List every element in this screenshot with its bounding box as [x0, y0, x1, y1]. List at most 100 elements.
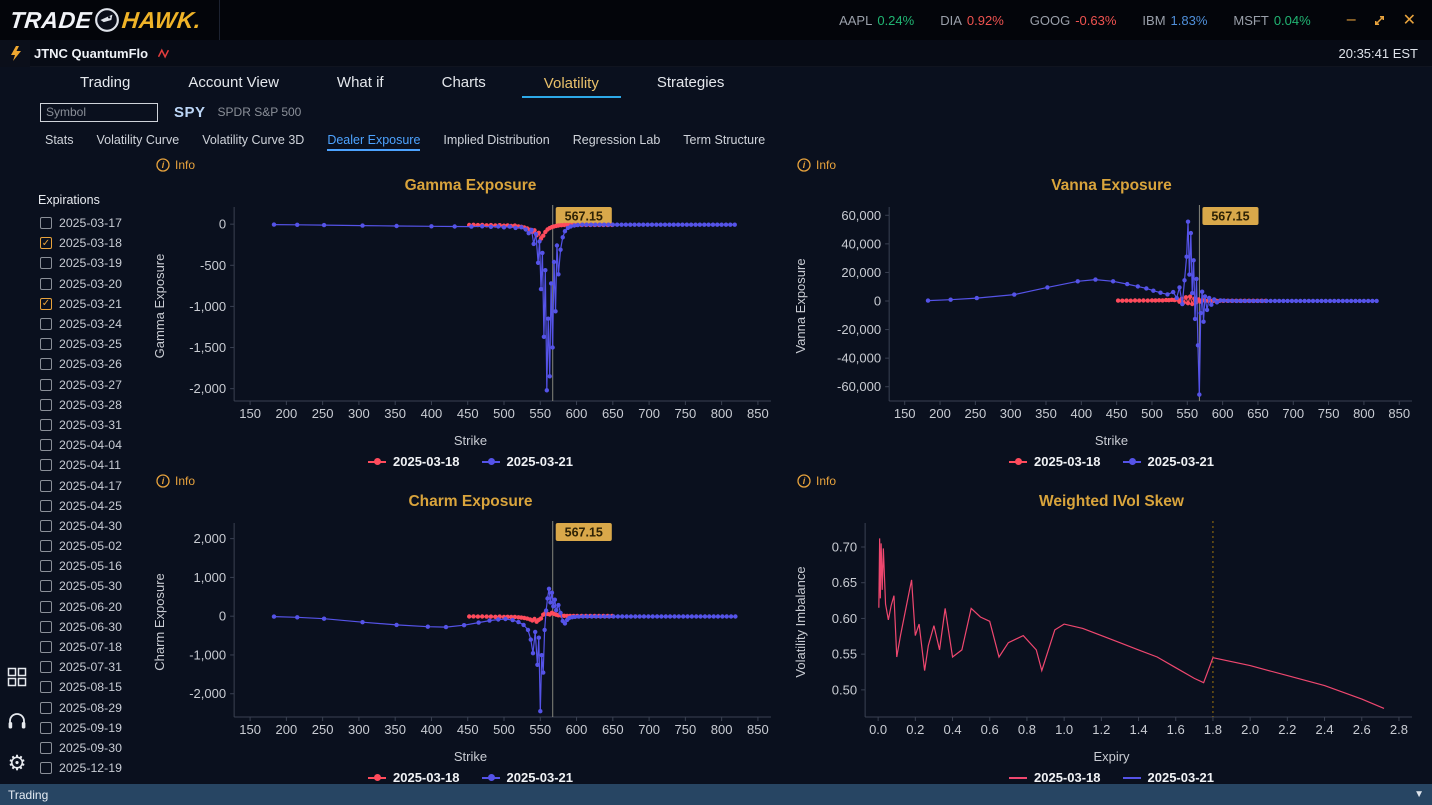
restore-icon[interactable] [1372, 13, 1387, 28]
info-button[interactable]: i Info [797, 472, 836, 490]
expiration-checkbox[interactable] [40, 318, 52, 331]
expiration-checkbox[interactable] [40, 560, 52, 573]
expiration-row-2025-03-25[interactable]: 2025-03-25 [34, 334, 150, 354]
expiration-date-label: 2025-05-02 [59, 539, 122, 554]
subtab-regression-lab[interactable]: Regression Lab [572, 133, 661, 147]
expiration-row-2025-05-30[interactable]: 2025-05-30 [34, 576, 150, 596]
svg-text:i: i [803, 476, 806, 486]
expiration-date-label: 2025-08-15 [59, 680, 122, 695]
expiration-checkbox[interactable] [40, 519, 52, 532]
expiration-row-2025-03-24[interactable]: 2025-03-24 [34, 314, 150, 334]
gear-icon[interactable]: ⚙ [7, 752, 27, 775]
x-axis-label: Expiry [1093, 749, 1130, 764]
expiration-row-2025-03-18[interactable]: ✓ 2025-03-18 [34, 233, 150, 253]
expiration-checkbox[interactable] [40, 681, 52, 694]
expiration-checkbox[interactable] [40, 378, 52, 391]
expiration-row-2025-04-25[interactable]: 2025-04-25 [34, 496, 150, 516]
minimize-button[interactable]: – [1346, 11, 1356, 28]
legend-item-2025-03-18[interactable]: 2025-03-18 [1009, 770, 1101, 784]
tab-volatility[interactable]: Volatility [521, 75, 621, 98]
subtab-dealer-exposure[interactable]: Dealer Exposure [327, 128, 421, 151]
expiration-row-2025-03-27[interactable]: 2025-03-27 [34, 375, 150, 395]
subtab-implied-distribution[interactable]: Implied Distribution [443, 133, 550, 147]
expiration-checkbox[interactable] [40, 439, 52, 452]
tab-account-view[interactable]: Account View [188, 74, 279, 91]
tab-charts[interactable]: Charts [441, 74, 486, 91]
info-button[interactable]: i Info [156, 156, 195, 174]
legend-item-2025-03-21[interactable]: 2025-03-21 [481, 454, 573, 469]
expiration-checkbox[interactable] [40, 661, 52, 674]
expiration-checkbox[interactable] [40, 641, 52, 654]
expiration-row-2025-05-02[interactable]: 2025-05-02 [34, 536, 150, 556]
expiration-checkbox[interactable] [40, 741, 52, 754]
expiration-checkbox[interactable] [40, 418, 52, 431]
expiration-row-2025-06-30[interactable]: 2025-06-30 [34, 617, 150, 637]
expiration-row-2025-03-31[interactable]: 2025-03-31 [34, 415, 150, 435]
subtab-stats[interactable]: Stats [45, 133, 74, 147]
expiration-checkbox[interactable] [40, 459, 52, 472]
expiration-row-2025-03-20[interactable]: 2025-03-20 [34, 274, 150, 294]
expiration-row-2025-03-21[interactable]: ✓ 2025-03-21 [34, 294, 150, 314]
tab-trading[interactable]: Trading [80, 74, 131, 91]
expiration-checkbox[interactable] [40, 277, 52, 290]
subtab-volatility-curve[interactable]: Volatility Curve [96, 133, 180, 147]
expiration-checkbox[interactable] [40, 479, 52, 492]
expiration-checkbox[interactable] [40, 721, 52, 734]
svg-text:450: 450 [1106, 406, 1128, 421]
expiration-row-2025-08-15[interactable]: 2025-08-15 [34, 677, 150, 697]
expiration-row-2025-05-16[interactable]: 2025-05-16 [34, 556, 150, 576]
expiration-checkbox[interactable] [40, 762, 52, 775]
expiration-row-2025-04-11[interactable]: 2025-04-11 [34, 455, 150, 475]
svg-text:i: i [162, 160, 165, 170]
legend-item-2025-03-21[interactable]: 2025-03-21 [1122, 454, 1214, 469]
expiration-checkbox[interactable] [40, 620, 52, 633]
svg-text:-1,000: -1,000 [189, 299, 226, 314]
expiration-checkbox[interactable]: ✓ [40, 237, 52, 250]
expiration-checkbox[interactable] [40, 217, 52, 230]
expiration-row-2025-09-19[interactable]: 2025-09-19 [34, 718, 150, 738]
expiration-checkbox[interactable] [40, 701, 52, 714]
expiration-row-2025-03-26[interactable]: 2025-03-26 [34, 354, 150, 374]
grid-layout-icon[interactable] [7, 667, 27, 687]
legend-item-2025-03-21[interactable]: 2025-03-21 [481, 770, 573, 784]
legend-item-2025-03-21[interactable]: 2025-03-21 [1122, 770, 1214, 784]
expiration-checkbox[interactable] [40, 600, 52, 613]
subtab-volatility-curve-3d[interactable]: Volatility Curve 3D [202, 133, 305, 147]
expiration-row-2025-07-31[interactable]: 2025-07-31 [34, 657, 150, 677]
expiration-row-2025-06-20[interactable]: 2025-06-20 [34, 597, 150, 617]
expiration-row-2025-09-30[interactable]: 2025-09-30 [34, 738, 150, 758]
tab-what-if[interactable]: What if [336, 74, 384, 91]
expiration-row-2025-04-04[interactable]: 2025-04-04 [34, 435, 150, 455]
expiration-row-2025-03-17[interactable]: 2025-03-17 [34, 213, 150, 233]
expiration-checkbox[interactable] [40, 580, 52, 593]
legend-item-2025-03-18[interactable]: 2025-03-18 [1009, 454, 1101, 469]
expiration-checkbox[interactable] [40, 257, 52, 270]
expiration-checkbox[interactable]: ✓ [40, 297, 52, 310]
expiration-row-2025-03-19[interactable]: 2025-03-19 [34, 253, 150, 273]
expiration-checkbox[interactable] [40, 358, 52, 371]
footer-dropdown-caret[interactable]: ▼ [1414, 789, 1424, 800]
expiration-checkbox[interactable] [40, 499, 52, 512]
close-button[interactable]: ✕ [1402, 12, 1416, 29]
headphones-icon[interactable] [6, 709, 28, 731]
expiration-row-2025-04-17[interactable]: 2025-04-17 [34, 475, 150, 495]
expiration-date-label: 2025-05-16 [59, 559, 122, 574]
info-button[interactable]: i Info [156, 472, 195, 490]
bolt-icon[interactable] [0, 39, 30, 67]
legend-item-2025-03-18[interactable]: 2025-03-18 [368, 454, 460, 469]
expiration-checkbox[interactable] [40, 338, 52, 351]
expiration-row-2025-07-18[interactable]: 2025-07-18 [34, 637, 150, 657]
expiration-checkbox[interactable] [40, 540, 52, 553]
expiration-checkbox[interactable] [40, 398, 52, 411]
expiration-row-2025-03-28[interactable]: 2025-03-28 [34, 395, 150, 415]
expiration-row-2025-08-29[interactable]: 2025-08-29 [34, 698, 150, 718]
expiration-date-label: 2025-04-30 [59, 518, 122, 533]
symbol-input[interactable] [40, 102, 158, 122]
status-bar-label[interactable]: Trading [8, 787, 49, 802]
expiration-row-2025-04-30[interactable]: 2025-04-30 [34, 516, 150, 536]
tab-strategies[interactable]: Strategies [656, 74, 725, 91]
expiration-row-2025-12-19[interactable]: 2025-12-19 [34, 758, 150, 778]
info-button[interactable]: i Info [797, 156, 836, 174]
subtab-term-structure[interactable]: Term Structure [683, 133, 766, 147]
legend-item-2025-03-18[interactable]: 2025-03-18 [368, 770, 460, 784]
